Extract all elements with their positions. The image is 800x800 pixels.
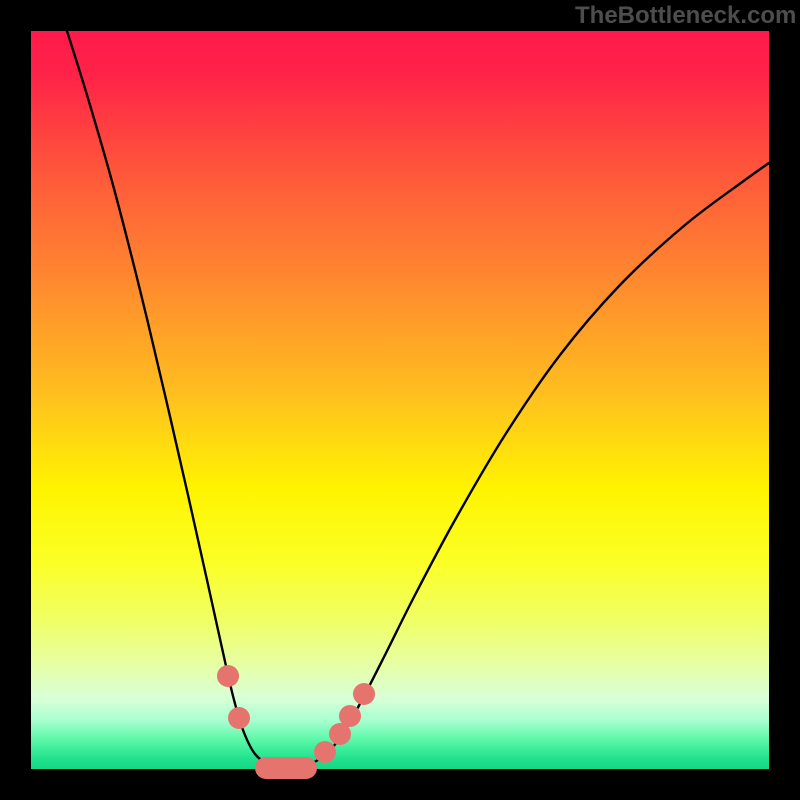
accent-dot	[339, 705, 361, 727]
accent-dot	[217, 665, 239, 687]
accent-pill	[255, 757, 317, 779]
watermark-text: TheBottleneck.com	[575, 2, 796, 30]
curve-path	[67, 31, 769, 768]
accent-dot	[314, 741, 336, 763]
bottleneck-curve	[0, 0, 800, 800]
accent-dot	[228, 707, 250, 729]
accent-dot	[353, 683, 375, 705]
